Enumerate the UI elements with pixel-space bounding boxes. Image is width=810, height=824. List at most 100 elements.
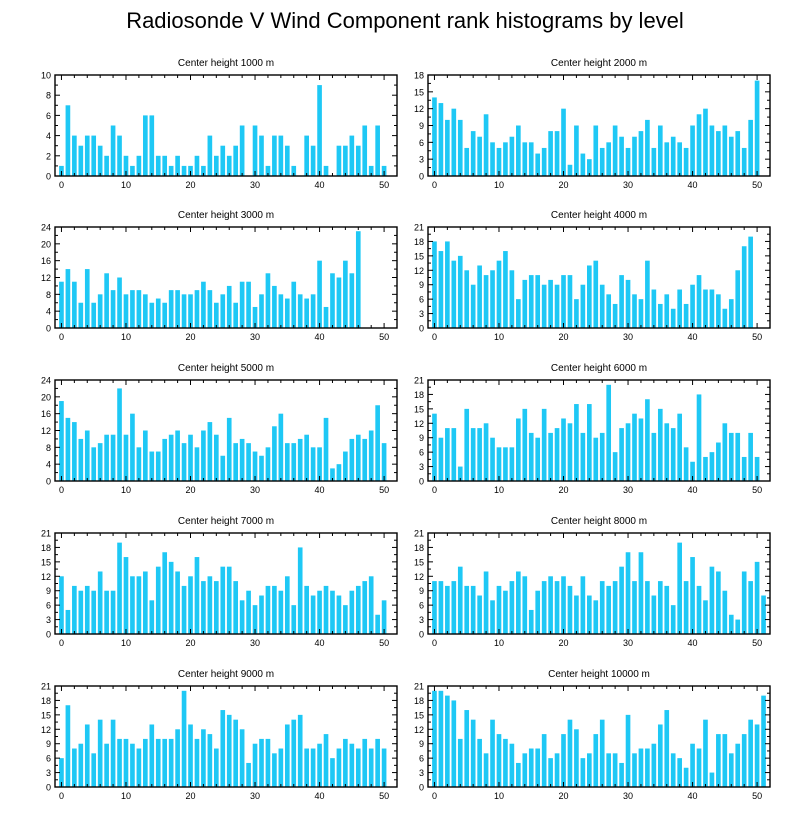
bar (490, 719, 495, 787)
bar (522, 142, 528, 176)
bar (297, 547, 303, 634)
bar (343, 260, 348, 328)
bar (355, 748, 361, 787)
bar (272, 753, 277, 787)
bar (214, 302, 219, 328)
bar (155, 155, 161, 176)
x-tick-label: 20 (559, 638, 569, 648)
x-tick-label: 30 (250, 638, 260, 648)
bar (548, 131, 553, 176)
bar (362, 438, 368, 481)
y-tick-label: 0 (419, 783, 424, 793)
bar (580, 758, 586, 787)
bar (84, 585, 90, 634)
bar (168, 165, 174, 176)
bar (587, 159, 592, 176)
y-tick-label: 12 (414, 266, 424, 276)
bar (606, 585, 612, 634)
bar (162, 302, 168, 328)
bar (516, 762, 521, 787)
bar (612, 581, 618, 634)
bar (336, 595, 342, 634)
bar (567, 719, 573, 787)
x-tick-label: 50 (752, 485, 762, 495)
bar (310, 748, 316, 787)
bar (343, 738, 348, 787)
histogram-panel-3: 0 4 8 12 16 20 24 0 10 20 30 40 50 Center height 3000… (41, 210, 398, 342)
bar (741, 246, 747, 328)
bar (330, 273, 335, 328)
y-tick-label: 9 (419, 280, 424, 290)
bar (336, 748, 342, 787)
bar (483, 114, 489, 176)
bar (239, 600, 245, 634)
bar (381, 748, 387, 787)
bar (535, 153, 541, 176)
bar (606, 384, 612, 481)
bar (207, 135, 213, 176)
y-tick-label: 10 (41, 71, 51, 81)
bar (349, 438, 355, 481)
bar (252, 306, 258, 328)
bar (657, 581, 663, 634)
bar (304, 135, 309, 176)
bar (599, 719, 605, 787)
bar (259, 738, 264, 787)
bar (72, 281, 77, 328)
bar (175, 571, 180, 634)
bar (265, 585, 271, 634)
bar (168, 738, 174, 787)
bar (587, 753, 592, 787)
bar (554, 428, 560, 481)
bar (355, 585, 361, 634)
bar (78, 590, 84, 634)
bar (381, 443, 387, 482)
x-tick-label: 10 (121, 638, 131, 648)
x-tick-label: 0 (432, 791, 437, 801)
bar (638, 748, 644, 787)
y-tick-label: 6 (46, 111, 51, 121)
bar (651, 147, 657, 176)
bar (284, 443, 290, 482)
bar (143, 738, 148, 787)
bar (748, 119, 753, 176)
bar (252, 125, 258, 176)
bar (483, 571, 489, 634)
bar (445, 119, 450, 176)
bar (368, 748, 374, 787)
panel-title: Center height 1000 m (178, 58, 274, 69)
bar (741, 734, 747, 787)
bar (677, 142, 682, 176)
y-tick-label: 12 (414, 572, 424, 582)
bar (496, 147, 502, 176)
x-tick-label: 50 (752, 791, 762, 801)
bar (496, 734, 502, 787)
bar (246, 443, 251, 482)
bar (162, 438, 168, 481)
x-tick-label: 40 (315, 638, 325, 648)
bar (625, 147, 631, 176)
x-tick-label: 20 (559, 485, 569, 495)
bar (304, 748, 309, 787)
bar (297, 438, 303, 481)
panel-title: Center height 2000 m (551, 58, 647, 69)
bar (645, 260, 650, 328)
bar (619, 136, 624, 176)
x-tick-label: 30 (623, 638, 633, 648)
x-tick-label: 0 (59, 485, 64, 495)
bar (110, 125, 116, 176)
bar (445, 695, 450, 787)
x-tick-label: 20 (186, 332, 196, 342)
bar (632, 581, 637, 634)
bar (239, 729, 245, 787)
bar (670, 136, 676, 176)
x-tick-label: 10 (121, 791, 131, 801)
y-tick-label: 12 (41, 273, 51, 283)
bar (252, 451, 258, 481)
x-tick-label: 40 (688, 332, 698, 342)
bar (509, 447, 515, 481)
bar (349, 590, 355, 634)
bar (304, 434, 309, 481)
bar (84, 430, 90, 481)
y-tick-label: 0 (46, 324, 51, 334)
